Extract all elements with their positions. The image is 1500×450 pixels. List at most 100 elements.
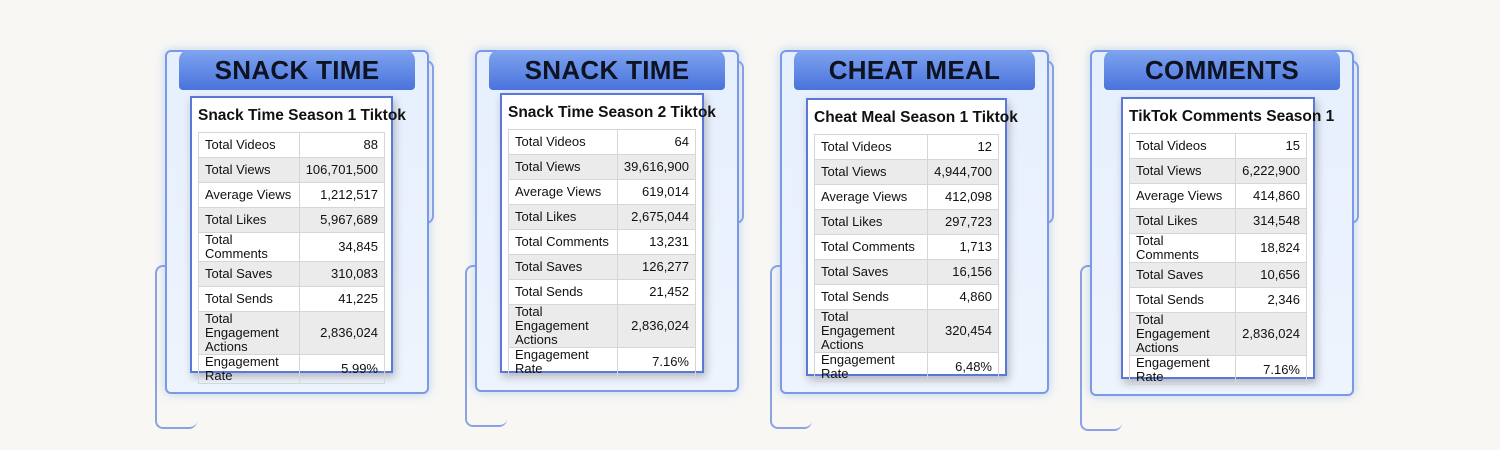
row-value: 15	[1235, 133, 1307, 159]
table-row: Total Videos 64	[508, 129, 697, 155]
table-row: Total Videos 12	[813, 134, 999, 160]
row-label: Total Videos	[813, 134, 929, 160]
row-value: 2,346	[1235, 287, 1307, 313]
card-header-tab: COMMENTS	[1104, 50, 1340, 90]
row-label: Total Sends	[198, 286, 300, 312]
table-title: Snack Time Season 2 Tiktok	[508, 104, 716, 121]
table-row: Total Views 6,222,900	[1128, 158, 1307, 184]
row-label: Total Sends	[1128, 287, 1237, 313]
table-row: Total Views 106,701,500	[198, 157, 386, 183]
row-label: Total Views	[508, 154, 618, 180]
row-label: Average Views	[198, 182, 300, 208]
row-value: 10,656	[1235, 262, 1307, 288]
row-value: 412,098	[927, 184, 999, 210]
row-label: Total Sends	[508, 279, 618, 305]
stats-table: Total Videos 64 Total Views 39,616,900 Avera…	[508, 129, 697, 377]
card-header: COMMENTS	[1144, 54, 1300, 85]
row-label: Total Comments	[508, 229, 618, 255]
table-row: Total Sends 4,860	[813, 284, 999, 310]
table-row: Total Sends 2,346	[1128, 287, 1307, 313]
row-label: Total Comments	[813, 234, 929, 260]
row-value: 320,454	[927, 309, 999, 353]
table-row: Average Views 412,098	[813, 184, 999, 210]
row-value: 41,225	[298, 286, 386, 312]
table-row: Total Saves 16,156	[813, 259, 999, 285]
row-label: Total Engagement Actions	[508, 304, 618, 348]
row-label: Engagement Rate	[1128, 355, 1237, 385]
stats-table-box: TikTok Comments Season 1 Total Videos 15 T…	[1121, 97, 1334, 385]
table-row: Engagement Rate 6,48%	[813, 352, 999, 382]
table-row: Average Views 1,212,517	[198, 182, 386, 208]
stats-table: Total Videos 15 Total Views 6,222,900 Averag…	[1128, 133, 1307, 385]
card-header-tab: SNACK TIME	[179, 50, 415, 90]
row-label: Total Comments	[1128, 233, 1237, 263]
row-value: 1,713	[927, 234, 999, 260]
row-value: 106,701,500	[298, 157, 386, 183]
row-value: 619,014	[616, 179, 697, 205]
row-value: 21,452	[616, 279, 697, 305]
table-row: Total Comments 13,231	[508, 229, 697, 255]
row-label: Total Videos	[198, 132, 300, 158]
row-label: Total Comments	[198, 232, 300, 262]
table-row: Total Comments 1,713	[813, 234, 999, 260]
row-label: Total Engagement Actions	[813, 309, 929, 353]
card-header: SNACK TIME	[524, 54, 690, 85]
row-value: 297,723	[927, 209, 999, 235]
row-label: Total Views	[1128, 158, 1237, 184]
row-value: 34,845	[298, 232, 386, 262]
row-value: 1,212,517	[298, 182, 386, 208]
row-label: Total Videos	[1128, 133, 1237, 159]
table-row: Total Sends 41,225	[198, 286, 386, 312]
row-label: Total Likes	[1128, 208, 1237, 234]
row-value: 4,860	[927, 284, 999, 310]
row-label: Total Views	[813, 159, 929, 185]
row-value: 88	[298, 132, 386, 158]
card-header: CHEAT MEAL	[828, 54, 1001, 85]
row-value: 18,824	[1235, 233, 1307, 263]
table-row: Total Comments 34,845	[198, 232, 386, 262]
row-label: Total Likes	[198, 207, 300, 233]
table-row: Total Sends 21,452	[508, 279, 697, 305]
row-value: 5,967,689	[298, 207, 386, 233]
table-row: Total Likes 5,967,689	[198, 207, 386, 233]
table-row: Total Comments 18,824	[1128, 233, 1307, 263]
row-value: 414,860	[1235, 183, 1307, 209]
card-header-tab: SNACK TIME	[489, 50, 725, 90]
row-label: Total Saves	[508, 254, 618, 280]
table-row: Total Saves 126,277	[508, 254, 697, 280]
row-value: 64	[616, 129, 697, 155]
row-value: 12	[927, 134, 999, 160]
row-label: Total Likes	[813, 209, 929, 235]
table-row: Average Views 414,860	[1128, 183, 1307, 209]
row-label: Total Saves	[198, 261, 300, 287]
row-label: Average Views	[813, 184, 929, 210]
table-row: Engagement Rate 7.16%	[1128, 355, 1307, 385]
row-value: 2,836,024	[616, 304, 697, 348]
row-value: 4,944,700	[927, 159, 999, 185]
row-value: 2,836,024	[298, 311, 386, 355]
row-value: 13,231	[616, 229, 697, 255]
stats-table-box: Cheat Meal Season 1 Tiktok Total Videos 1…	[806, 98, 1018, 382]
row-label: Engagement Rate	[198, 354, 300, 384]
table-row: Engagement Rate 5.99%	[198, 354, 386, 384]
row-value: 126,277	[616, 254, 697, 280]
row-value: 39,616,900	[616, 154, 697, 180]
table-title: Cheat Meal Season 1 Tiktok	[814, 109, 1018, 126]
card-header-tab: CHEAT MEAL	[794, 50, 1035, 90]
table-row: Total Engagement Actions 2,836,024	[508, 304, 697, 348]
table-row: Total Engagement Actions 2,836,024	[1128, 312, 1307, 356]
table-row: Total Videos 15	[1128, 133, 1307, 159]
row-label: Total Saves	[1128, 262, 1237, 288]
table-row: Total Saves 310,083	[198, 261, 386, 287]
table-title: Snack Time Season 1 Tiktok	[198, 107, 406, 124]
row-label: Total Views	[198, 157, 300, 183]
table-row: Total Views 4,944,700	[813, 159, 999, 185]
table-row: Total Engagement Actions 320,454	[813, 309, 999, 353]
table-row: Total Videos 88	[198, 132, 386, 158]
row-label: Total Sends	[813, 284, 929, 310]
row-value: 314,548	[1235, 208, 1307, 234]
row-label: Average Views	[508, 179, 618, 205]
row-label: Engagement Rate	[508, 347, 618, 377]
row-value: 5.99%	[298, 354, 386, 384]
row-value: 2,675,044	[616, 204, 697, 230]
